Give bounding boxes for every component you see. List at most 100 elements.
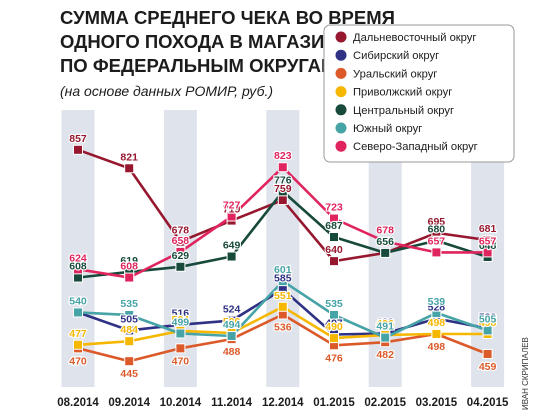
legend-label: Северо-Западный округ [353,141,478,153]
data-point [73,264,83,275]
legend-label: Южный округ [353,123,422,135]
data-point [175,328,186,339]
data-label: 505 [479,313,497,325]
data-label: 528 [428,302,446,314]
data-point [175,261,186,272]
data-label: 505 [120,313,138,325]
data-label: 608 [69,261,87,273]
legend-swatch [335,31,347,43]
data-label: 619 [120,255,138,267]
data-point [73,144,83,155]
data-point [380,247,391,258]
data-label: 678 [172,225,190,237]
data-point [226,251,237,262]
data-point [380,332,391,343]
data-point [482,247,493,258]
legend-swatch [335,86,347,98]
data-label: 648 [479,240,497,252]
data-label: 459 [479,361,497,373]
data-label: 776 [274,174,292,186]
data-label: 687 [325,220,343,232]
data-point [431,235,442,246]
data-label: 857 [69,133,87,145]
data-point [73,339,83,350]
legend-label: Уральский округ [353,68,437,80]
data-point [482,235,493,246]
data-point [431,247,442,258]
data-label: 608 [120,261,138,273]
data-label: 499 [376,316,394,328]
title-line-3: ПО ФЕДЕРАЛЬНЫМ ОКРУГАМ [60,55,336,76]
x-tick-label: 04.2015 [467,397,509,409]
data-label: 496 [376,318,394,330]
data-label: 470 [69,355,87,367]
data-label: 477 [69,328,87,340]
data-point [124,272,135,283]
data-label: 656 [376,236,394,248]
data-label: 539 [428,296,446,308]
data-label: 723 [325,202,343,214]
chart-title: СУММА СРЕДНЕГО ЧЕКА ВО ВРЕМЯ ОДНОГО ПОХО… [60,7,395,99]
data-point [175,236,186,247]
legend-label: Приволжский округ [353,87,452,99]
data-point [329,256,339,267]
data-label: 499 [172,316,190,328]
data-point [226,211,237,222]
legend-swatch [335,122,347,134]
data-label: 585 [274,272,292,284]
data-label: 484 [120,324,138,336]
data-point [175,246,186,257]
legend-swatch [335,49,347,61]
data-label: 551 [274,290,292,302]
background-band [266,110,300,387]
x-tick-label: 12.2014 [262,397,304,409]
data-label: 719 [223,204,241,216]
data-point [277,276,288,287]
data-label: 640 [325,244,343,256]
data-label: 498 [428,317,446,329]
data-label: 678 [376,225,394,237]
data-point [329,333,339,344]
data-label: 535 [120,298,138,310]
data-label: 629 [172,250,190,262]
x-tick-label: 11.2014 [211,397,253,409]
data-label: 500 [223,316,241,328]
data-label: 649 [223,240,241,252]
data-point [124,310,135,320]
title-line-1: СУММА СРЕДНЕГО ЧЕКА ВО ВРЕМЯ [60,7,395,28]
data-point [175,343,186,354]
data-point [226,315,237,326]
data-label: 540 [69,295,87,307]
title-line-2: ОДНОГО ПОХОДА В МАГАЗИН [60,31,338,52]
data-point [124,356,135,367]
data-label: 516 [172,308,190,320]
legend-box [323,24,515,163]
legend-swatch [335,104,347,116]
data-label: 488 [223,346,241,358]
x-tick-label: 09.2014 [108,397,150,409]
data-label: 476 [325,352,343,364]
data-label: 727 [223,199,241,211]
data-point [277,162,288,173]
data-point [329,213,339,224]
data-point [380,236,391,247]
data-label: 470 [172,355,190,367]
data-point [124,163,135,174]
data-label: 509 [479,311,497,323]
data-label: 695 [428,216,446,228]
credit-text: ИВАН СКРИПАЛЕВ [521,337,530,410]
data-label: 681 [479,223,497,235]
legend: Дальневосточный округ Сибирский округ Урал… [323,24,515,163]
data-label: 497 [325,317,343,329]
data-label: 535 [325,298,343,310]
data-point [329,232,339,243]
data-label: 494 [223,319,241,331]
data-point [277,186,288,197]
data-point [482,348,493,359]
data-label: 657 [428,235,446,247]
legend-label: Дальневосточный округ [353,32,476,44]
data-point [482,325,493,336]
legend-swatch [335,140,347,152]
